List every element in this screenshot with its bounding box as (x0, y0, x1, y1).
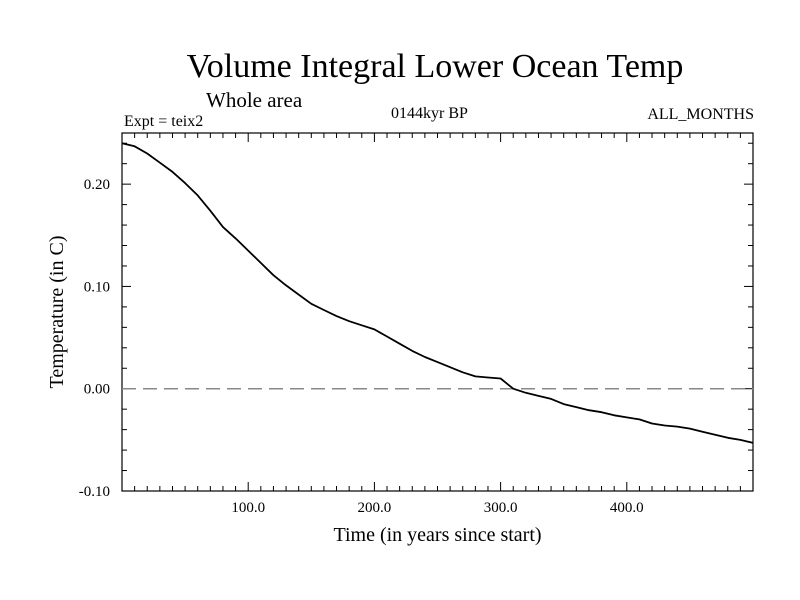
months-label: ALL_MONTHS (647, 106, 754, 123)
experiment-label: Expt = teix2 (124, 113, 204, 130)
x-axis-label: Time (in years since start) (333, 524, 541, 546)
x-tick-label: 300.0 (484, 500, 518, 516)
plot-frame (121, 132, 754, 492)
y-tick-label: 0.10 (84, 279, 110, 295)
y-axis-label: Temperature (in C) (46, 236, 68, 389)
y-tick-label: -0.10 (79, 484, 110, 500)
series-line (121, 142, 754, 444)
x-tick-label: 400.0 (610, 500, 644, 516)
y-tick-label: 0.20 (84, 177, 110, 193)
chart-subtitle: Whole area (206, 88, 303, 112)
x-tick-label: 100.0 (231, 500, 265, 516)
chart-title: Volume Integral Lower Ocean Temp (186, 48, 684, 85)
period-label: 0144kyr BP (391, 105, 468, 122)
y-tick-label: 0.00 (84, 382, 110, 398)
x-tick-label: 200.0 (358, 500, 392, 516)
